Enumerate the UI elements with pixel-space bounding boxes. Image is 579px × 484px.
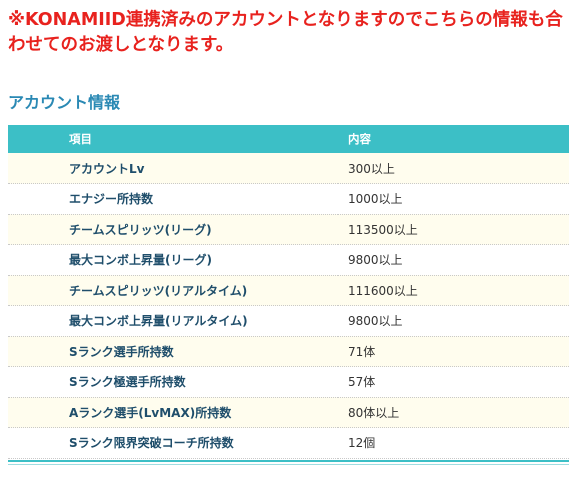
table-row: チームスピリッツ(リーグ) 113500以上 — [8, 214, 569, 245]
table-row: アカウントLv 300以上 — [8, 153, 569, 184]
table-bottom-rule — [8, 460, 569, 462]
table-row: 最大コンボ上昇量(リアルタイム) 9800以上 — [8, 305, 569, 336]
row-value: 71体 — [348, 344, 376, 359]
row-value: 113500以上 — [348, 222, 418, 237]
row-value: 300以上 — [348, 161, 395, 176]
row-label: Sランク選手所持数 — [69, 344, 174, 359]
row-label: Aランク選手(LvMAX)所持数 — [69, 405, 232, 420]
row-value: 57体 — [348, 375, 376, 390]
table-row: Sランク選手所持数 71体 — [8, 336, 569, 367]
row-label: チームスピリッツ(リーグ) — [69, 222, 212, 237]
table-row: Sランク限界突破コーチ所持数 12個 — [8, 427, 569, 458]
row-label: チームスピリッツ(リアルタイム) — [69, 283, 248, 298]
section-title: アカウント情報 — [8, 93, 121, 112]
row-value: 9800以上 — [348, 253, 403, 268]
table-row: チームスピリッツ(リアルタイム) 111600以上 — [8, 275, 569, 306]
row-value: 9800以上 — [348, 314, 403, 329]
table-header-row: 項目 内容 — [8, 125, 569, 153]
row-label: アカウントLv — [69, 161, 145, 176]
row-value: 12個 — [348, 436, 376, 451]
row-value: 111600以上 — [348, 283, 418, 298]
table-row: エナジー所持数 1000以上 — [8, 183, 569, 214]
row-label: Sランク限界突破コーチ所持数 — [69, 436, 234, 451]
row-value: 80体以上 — [348, 405, 400, 420]
row-value: 1000以上 — [348, 192, 403, 207]
table-row: Sランク極選手所持数 57体 — [8, 366, 569, 397]
account-notice: ※KONAMIID連携済みのアカウントとなりますのでこちらの情報も合わせてのお渡… — [8, 10, 563, 55]
table-row: 最大コンボ上昇量(リーグ) 9800以上 — [8, 244, 569, 275]
header-item: 項目 — [69, 132, 92, 146]
row-label: エナジー所持数 — [69, 192, 154, 207]
header-content: 内容 — [348, 132, 371, 146]
account-info-table: 項目 内容 アカウントLv 300以上 エナジー所持数 1000以上 チームスピ… — [8, 125, 569, 459]
table-bottom-rule-thin — [8, 464, 569, 465]
table-row: Aランク選手(LvMAX)所持数 80体以上 — [8, 397, 569, 428]
row-label: 最大コンボ上昇量(リアルタイム) — [69, 314, 248, 329]
row-label: 最大コンボ上昇量(リーグ) — [69, 253, 212, 268]
row-label: Sランク極選手所持数 — [69, 375, 186, 390]
